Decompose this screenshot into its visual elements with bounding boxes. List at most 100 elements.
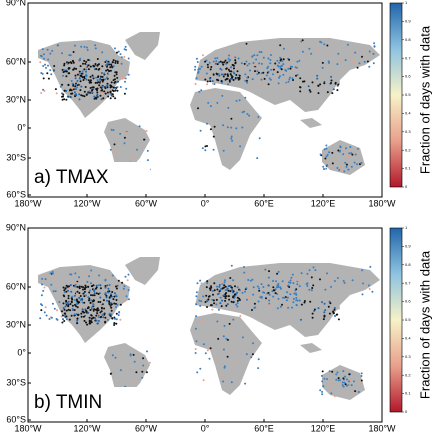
- station: [301, 50, 304, 53]
- station: [330, 285, 332, 288]
- station: [83, 77, 86, 80]
- station: [267, 83, 270, 86]
- lon-label: 0°: [201, 198, 210, 208]
- station: [276, 293, 279, 295]
- station: [274, 288, 277, 291]
- station: [224, 59, 227, 62]
- station: [106, 91, 109, 94]
- station: [47, 58, 50, 61]
- station: [102, 85, 104, 88]
- station: [222, 149, 225, 152]
- station: [105, 59, 108, 62]
- station: [104, 285, 107, 287]
- station: [283, 296, 286, 299]
- station: [61, 98, 64, 101]
- station: [295, 297, 298, 299]
- station: [115, 299, 118, 301]
- station: [230, 300, 233, 303]
- station: [99, 94, 102, 97]
- station: [136, 148, 138, 151]
- station: [293, 292, 296, 295]
- station: [246, 76, 249, 79]
- station: [119, 132, 122, 135]
- station: [217, 337, 220, 340]
- station: [110, 63, 113, 66]
- panel-label-box: [32, 387, 150, 417]
- station: [277, 297, 280, 300]
- station: [105, 69, 108, 72]
- station: [114, 60, 117, 62]
- station: [330, 79, 333, 82]
- station: [65, 309, 68, 312]
- station: [90, 308, 93, 311]
- station: [262, 291, 265, 294]
- station: [102, 79, 105, 82]
- station: [236, 305, 239, 308]
- station: [60, 315, 63, 318]
- station: [52, 277, 55, 280]
- station: [205, 294, 208, 297]
- station: [123, 142, 126, 145]
- station: [221, 94, 224, 97]
- station: [198, 66, 200, 69]
- station: [322, 160, 325, 163]
- station: [222, 73, 225, 76]
- station: [63, 69, 66, 72]
- station: [320, 41, 323, 44]
- station: [339, 146, 342, 149]
- station: [40, 294, 43, 297]
- station: [208, 61, 211, 64]
- station: [88, 319, 91, 322]
- station: [218, 74, 221, 77]
- station: [197, 68, 200, 71]
- station: [261, 83, 263, 86]
- station: [323, 148, 326, 151]
- station: [43, 57, 45, 60]
- station: [100, 98, 103, 101]
- station: [272, 73, 274, 76]
- station: [279, 44, 282, 47]
- station: [101, 51, 104, 54]
- station: [74, 77, 77, 80]
- station: [331, 151, 334, 154]
- station: [216, 359, 218, 362]
- station: [279, 287, 282, 290]
- station: [222, 124, 225, 127]
- station: [323, 302, 326, 305]
- station: [234, 61, 237, 64]
- station: [249, 69, 251, 72]
- station: [216, 78, 218, 81]
- colorbar-tick-label: 1: [405, 225, 408, 230]
- lon-label: 60°W: [135, 423, 158, 433]
- station: [90, 314, 93, 317]
- station: [202, 343, 205, 346]
- station: [79, 65, 82, 68]
- station: [86, 92, 89, 95]
- lat-label: 0°: [17, 122, 26, 132]
- station: [337, 379, 340, 382]
- station: [269, 78, 272, 81]
- lon-label: 180°W: [14, 423, 42, 433]
- station: [44, 306, 47, 309]
- station: [229, 58, 232, 61]
- station: [92, 309, 95, 312]
- station: [84, 86, 87, 88]
- station: [111, 354, 114, 357]
- station: [114, 87, 117, 90]
- station: [74, 74, 77, 77]
- station: [107, 95, 110, 98]
- station: [228, 70, 231, 73]
- station: [331, 382, 334, 385]
- station: [294, 66, 297, 69]
- station: [372, 62, 375, 65]
- station: [285, 304, 288, 307]
- station: [216, 63, 219, 66]
- station: [87, 68, 90, 71]
- station: [306, 272, 309, 275]
- station: [275, 280, 277, 283]
- station: [227, 68, 230, 71]
- station: [346, 382, 349, 385]
- station: [234, 59, 237, 62]
- station: [218, 284, 221, 286]
- station: [127, 73, 130, 76]
